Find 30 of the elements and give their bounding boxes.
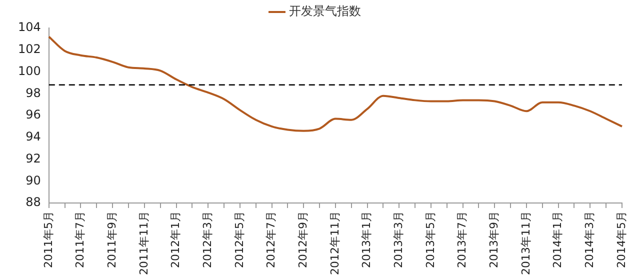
x-tick-label: 2012年7月	[264, 211, 278, 268]
y-tick-label: 102	[18, 42, 41, 56]
x-tick-label: 2014年3月	[583, 211, 596, 268]
y-tick-label: 104	[18, 20, 41, 34]
x-tick-label: 2011年7月	[74, 211, 87, 268]
x-tick-label: 2013年5月	[424, 211, 437, 268]
y-tick-label: 100	[18, 64, 41, 78]
y-tick-label: 98	[26, 86, 41, 100]
x-tick-label: 2013年9月	[488, 211, 501, 268]
y-tick-label: 96	[26, 108, 41, 122]
x-tick-label: 2013年7月	[456, 211, 469, 268]
y-tick-label: 88	[26, 195, 41, 210]
x-tick-label: 2011年9月	[105, 211, 118, 268]
x-tick-label: 2012年1月	[169, 211, 182, 268]
x-tick-label: 2013年1月	[360, 211, 374, 268]
x-tick-label: 2012年3月	[200, 211, 214, 268]
x-tick-label: 2011年11月	[137, 211, 150, 276]
y-tick-label: 92	[26, 151, 41, 166]
legend-label: 开发景气指数	[289, 4, 361, 18]
x-tick-label: 2012年11月	[328, 211, 342, 276]
x-tick-label: 2013年11月	[519, 211, 532, 276]
x-tick-label: 2013年3月	[392, 211, 405, 268]
x-tick-label: 2012年5月	[232, 211, 246, 268]
x-tick-label: 2011年5月	[42, 211, 55, 268]
y-tick-label: 94	[26, 130, 41, 144]
x-tick-label: 2012年9月	[296, 211, 310, 268]
x-tick-label: 2014年5月	[614, 211, 628, 268]
line-series	[48, 36, 623, 132]
y-tick-label: 90	[26, 173, 41, 188]
x-tick-label: 2014年1月	[551, 211, 564, 268]
